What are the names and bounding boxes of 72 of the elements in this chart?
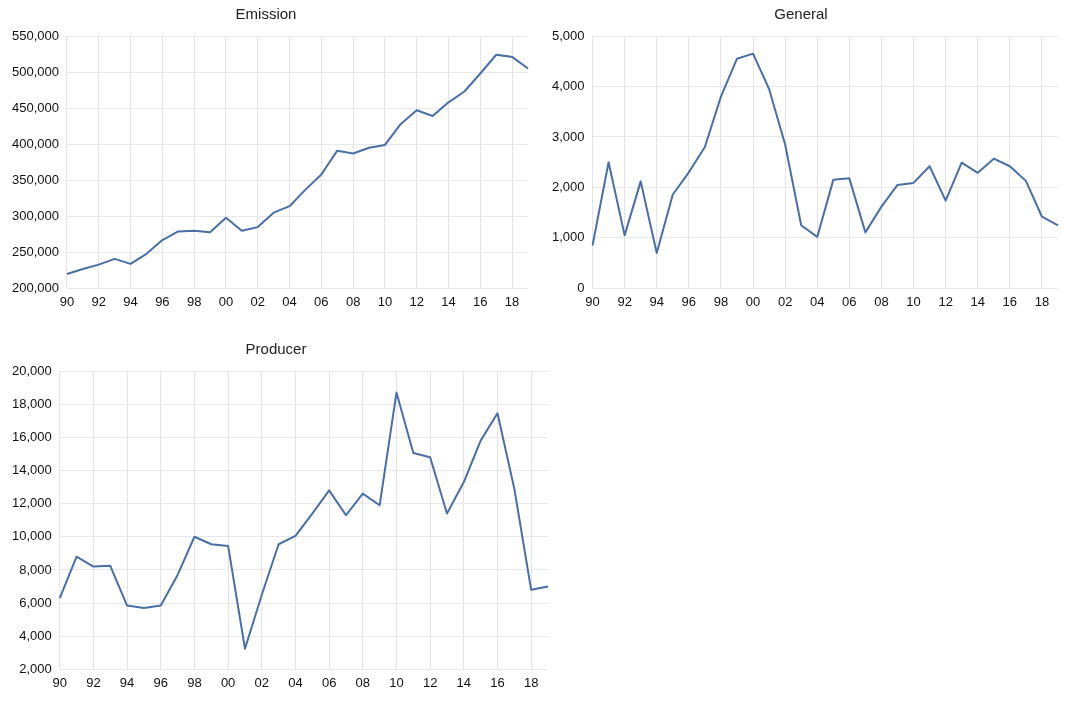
y-tick-label: 2,000: [551, 179, 585, 195]
x-tick-label: 10: [906, 293, 921, 309]
x-tick-label: 02: [250, 293, 265, 309]
y-tick-label: 16,000: [12, 428, 52, 444]
x-tick-label: 96: [153, 674, 169, 690]
y-tick-label: 400,000: [11, 135, 59, 151]
x-tick-label: 16: [490, 674, 505, 690]
x-tick-label: 92: [91, 293, 107, 309]
x-tick-label: 00: [218, 293, 234, 309]
x-tick-label: 94: [119, 674, 135, 690]
y-tick-label: 18,000: [12, 395, 52, 411]
y-tick-label: 250,000: [11, 243, 59, 259]
x-tick-label: 94: [123, 293, 138, 309]
x-tick-label: 06: [314, 293, 329, 309]
y-tick-label: 2,000: [19, 660, 52, 676]
y-tick-label: 4,000: [19, 627, 52, 643]
x-tick-label: 90: [52, 674, 67, 690]
y-tick-label: 8,000: [19, 561, 52, 577]
y-tick-label: 14,000: [12, 462, 52, 478]
x-tick-label: 04: [810, 293, 825, 309]
x-tick-label: 08: [345, 293, 361, 309]
x-tick-label: 18: [504, 293, 520, 309]
x-tick-label: 90: [59, 293, 75, 309]
x-tick-label: 14: [456, 674, 472, 690]
y-tick-label: 4,000: [551, 78, 585, 94]
x-tick-label: 14: [441, 293, 456, 309]
y-tick-label: 5,000: [551, 27, 585, 43]
y-tick-label: 550,000: [11, 27, 59, 43]
x-tick-label: 18: [1034, 293, 1050, 309]
x-tick-label: 10: [377, 293, 393, 309]
chart-title: General: [774, 5, 828, 23]
x-tick-label: 90: [585, 293, 600, 309]
y-tick-label: 10,000: [12, 528, 52, 544]
x-tick-label: 96: [681, 293, 697, 309]
x-tick-label: 14: [970, 293, 985, 309]
y-tick-label: 1,000: [551, 229, 585, 245]
x-tick-label: 12: [422, 674, 438, 690]
x-tick-label: 16: [473, 293, 488, 309]
x-tick-label: 02: [254, 674, 270, 690]
y-tick-label: 200,000: [11, 279, 59, 295]
y-tick-label: 12,000: [12, 495, 52, 511]
x-tick-label: 12: [409, 293, 424, 309]
x-tick-label: 92: [617, 293, 632, 309]
x-tick-label: 98: [186, 293, 202, 309]
x-tick-label: 18: [523, 674, 539, 690]
x-tick-label: 06: [321, 674, 337, 690]
x-tick-label: 98: [713, 293, 729, 309]
x-tick-label: 02: [777, 293, 793, 309]
y-tick-label: 450,000: [11, 99, 59, 115]
y-tick-label: 3,000: [551, 128, 585, 144]
x-tick-label: 92: [86, 674, 101, 690]
y-tick-label: 350,000: [11, 171, 59, 187]
x-tick-label: 08: [874, 293, 889, 309]
x-tick-label: 16: [1002, 293, 1018, 309]
chart-title: Producer: [245, 340, 307, 358]
x-tick-label: 10: [389, 674, 404, 690]
x-tick-label: 98: [187, 674, 202, 690]
y-tick-label: 300,000: [11, 207, 59, 223]
x-tick-label: 94: [649, 293, 664, 309]
y-tick-label: 0: [577, 279, 585, 295]
x-tick-label: 06: [842, 293, 857, 309]
x-tick-label: 08: [355, 674, 371, 690]
x-tick-label: 00: [745, 293, 761, 309]
y-tick-label: 20,000: [12, 362, 52, 378]
x-tick-label: 96: [155, 293, 170, 309]
x-tick-label: 00: [220, 674, 236, 690]
y-tick-label: 500,000: [11, 63, 59, 79]
x-tick-label: 12: [938, 293, 953, 309]
chart-title: Emission: [235, 5, 297, 23]
y-tick-label: 6,000: [19, 594, 52, 610]
x-tick-label: 04: [288, 674, 303, 690]
x-tick-label: 04: [282, 293, 297, 309]
